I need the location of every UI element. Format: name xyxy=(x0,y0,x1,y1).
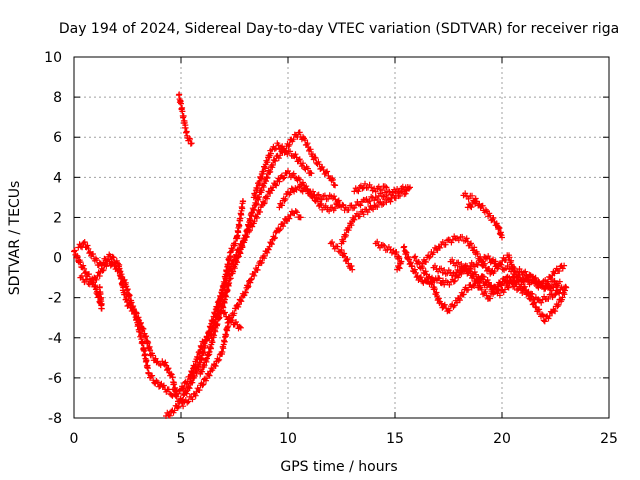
chart-title: Day 194 of 2024, Sidereal Day-to-day VTE… xyxy=(59,21,619,37)
series-trace-18 xyxy=(460,190,505,241)
series-markers xyxy=(75,208,304,410)
axis-ticks: 0 5 10 15 20 25 -8 -6 -4 -2 0 2 4 6 8 10 xyxy=(44,50,618,447)
y-tick-label: 0 xyxy=(53,251,62,267)
series-trace-11 xyxy=(351,180,390,195)
x-tick-label: 5 xyxy=(177,431,186,447)
series-markers xyxy=(464,198,480,211)
y-tick-label: -4 xyxy=(48,331,62,347)
x-tick-label: 0 xyxy=(70,431,79,447)
y-tick-label: -2 xyxy=(48,291,62,307)
x-tick-label: 25 xyxy=(600,431,618,447)
series-markers xyxy=(327,239,356,273)
y-axis-label: SDTVAR / TECUs xyxy=(7,181,23,296)
series-markers xyxy=(175,91,195,147)
series-markers xyxy=(372,238,405,273)
plot-frame xyxy=(73,56,610,419)
grid-lines xyxy=(74,57,609,418)
data-series xyxy=(71,91,570,419)
series-trace-2 xyxy=(75,208,304,410)
series-trace-17 xyxy=(447,256,570,325)
series-trace-6 xyxy=(220,309,244,332)
series-trace-10 xyxy=(338,184,413,247)
x-tick-label: 10 xyxy=(279,431,297,447)
x-tick-label: 15 xyxy=(386,431,404,447)
y-tick-label: 4 xyxy=(53,170,62,186)
series-markers xyxy=(460,190,505,241)
series-markers xyxy=(197,129,339,377)
y-tick-label: 8 xyxy=(53,90,62,106)
series-markers xyxy=(447,256,570,325)
series-markers xyxy=(338,184,413,247)
series-trace-19 xyxy=(464,198,480,211)
y-tick-label: 10 xyxy=(44,50,62,66)
x-tick-label: 20 xyxy=(493,431,511,447)
y-tick-label: -8 xyxy=(48,411,62,427)
y-tick-label: 6 xyxy=(53,130,62,146)
x-axis-label: GPS time / hours xyxy=(280,459,397,475)
y-tick-label: 2 xyxy=(53,210,62,226)
series-markers xyxy=(351,180,390,195)
y-tick-label: -6 xyxy=(48,371,62,387)
series-trace-7 xyxy=(250,140,315,201)
series-markers xyxy=(250,140,315,201)
series-trace-9 xyxy=(327,239,356,273)
series-markers xyxy=(220,309,244,332)
series-trace-20 xyxy=(175,91,195,147)
series-trace-12 xyxy=(372,238,405,273)
series-trace-5 xyxy=(197,129,339,377)
